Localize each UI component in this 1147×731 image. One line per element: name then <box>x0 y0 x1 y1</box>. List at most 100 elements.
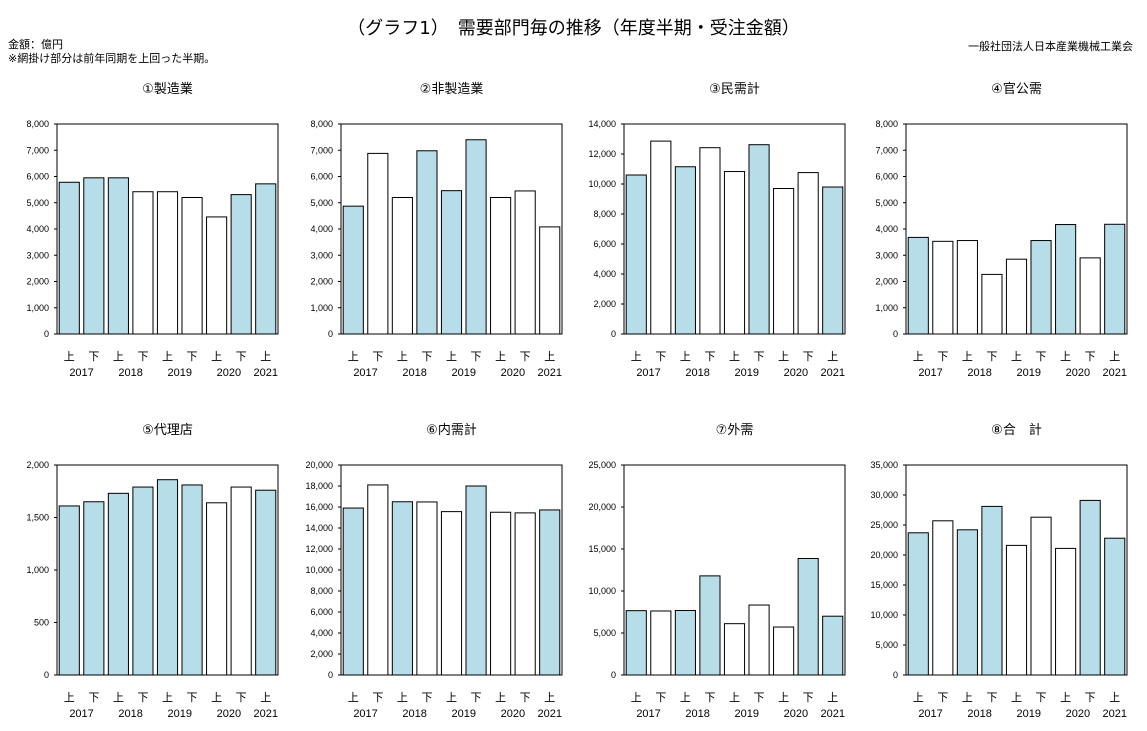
y-tick-label: 0 <box>328 670 333 680</box>
bar <box>255 183 277 335</box>
bar <box>1005 544 1028 676</box>
y-tick-label: 2,000 <box>310 277 333 287</box>
y-tick-label: 1,000 <box>310 303 333 313</box>
y-tick-label: 10,000 <box>588 179 616 189</box>
y-tick-label: 15,000 <box>588 544 616 554</box>
chart-title: ③民需計 <box>709 81 760 97</box>
bar <box>625 610 647 676</box>
y-tick-label: 18,000 <box>305 481 333 491</box>
bar <box>674 166 696 335</box>
x-tick-label: 下 <box>1036 350 1047 363</box>
y-tick-label: 14,000 <box>305 523 333 533</box>
x-tick-label: 上 <box>1011 350 1022 363</box>
x-tick-label: 上 <box>1060 350 1071 363</box>
x-tick-label: 上 <box>64 691 75 704</box>
x-tick-label: 下 <box>655 350 666 363</box>
x-tick-label: 上 <box>729 691 740 704</box>
y-tick-label: 5,000 <box>310 198 333 208</box>
x-tick-label: 下 <box>754 350 765 363</box>
year-label: 2020 <box>217 708 241 720</box>
y-tick-label: 5,000 <box>875 198 898 208</box>
y-tick-label: 5,000 <box>875 640 898 650</box>
y-tick-label: 5,000 <box>593 628 616 638</box>
x-tick-label: 下 <box>187 350 198 363</box>
y-tick-label: 35,000 <box>870 460 898 470</box>
year-label: 2017 <box>918 367 942 379</box>
year-label: 2019 <box>168 708 192 720</box>
bar <box>625 174 647 335</box>
year-label: 2019 <box>735 367 759 379</box>
x-tick-label: 下 <box>137 691 148 704</box>
x-tick-label: 上 <box>113 691 124 704</box>
year-label: 2020 <box>1066 708 1090 720</box>
y-tick-label: 2,000 <box>26 277 49 287</box>
year-label: 2018 <box>118 367 142 379</box>
chart-panel-3: ③民需計 0 2,000 4,000 6,000 8,000 10,000 12,000 14,… <box>567 72 846 379</box>
bar <box>206 216 228 335</box>
year-label: 2021 <box>1102 367 1126 379</box>
bar <box>907 236 929 335</box>
organization-name: 一般社団法人日本産業機械工業会 <box>968 40 1133 53</box>
y-tick-label: 4,000 <box>875 224 898 234</box>
year-label: 2021 <box>537 367 561 379</box>
bar <box>956 240 978 335</box>
bar <box>83 501 105 676</box>
x-tick-label: 下 <box>421 350 432 363</box>
chart-title: ①製造業 <box>142 81 193 97</box>
chart-title: ⑧合 計 <box>991 422 1042 438</box>
chart-svg-1: ①製造業 0 1,000 2,000 3,000 4,000 5,000 6,000 7,000… <box>26 81 279 379</box>
x-tick-label: 上 <box>1011 691 1022 704</box>
bar <box>1055 547 1077 676</box>
bar <box>156 191 179 335</box>
x-tick-label: 上 <box>827 350 838 363</box>
year-label: 2018 <box>967 708 991 720</box>
y-tick-label: 7,000 <box>875 145 898 155</box>
chart-title: ⑦外需 <box>716 423 754 438</box>
y-tick-label: 7,000 <box>26 145 49 155</box>
chart-panel-8: ⑧合 計 0 5,000 10,000 15,000 20,000 25,000 30,000… <box>849 413 1128 720</box>
x-tick-label: 下 <box>471 691 482 704</box>
y-tick-label: 3,000 <box>310 250 333 260</box>
bar <box>342 205 364 335</box>
bar <box>181 484 203 676</box>
y-tick-label: 6,000 <box>593 239 616 249</box>
bar <box>699 147 721 335</box>
year-label: 2021 <box>1102 708 1126 720</box>
x-tick-label: 上 <box>913 691 924 704</box>
bar <box>723 623 746 676</box>
x-tick-label: 上 <box>962 691 973 704</box>
x-tick-label: 下 <box>187 691 198 704</box>
x-tick-label: 上 <box>113 350 124 363</box>
bar <box>83 177 105 335</box>
y-tick-label: 8,000 <box>875 119 898 129</box>
x-tick-label: 下 <box>986 691 997 704</box>
y-tick-label: 25,000 <box>870 520 898 530</box>
bar <box>797 557 819 676</box>
year-label: 2019 <box>452 708 476 720</box>
y-tick-label: 0 <box>893 670 898 680</box>
x-tick-label: 下 <box>471 350 482 363</box>
x-tick-label: 上 <box>631 691 642 704</box>
y-tick-label: 12,000 <box>305 544 333 554</box>
bar <box>822 615 844 676</box>
bar <box>58 181 80 335</box>
bar <box>514 190 536 335</box>
bar <box>230 486 252 676</box>
y-tick-label: 8,000 <box>26 119 49 129</box>
y-tick-label: 0 <box>893 329 898 339</box>
x-tick-label: 下 <box>372 350 383 363</box>
bar <box>932 520 954 676</box>
year-label: 2018 <box>402 708 426 720</box>
x-tick-label: 上 <box>631 350 642 363</box>
x-tick-label: 上 <box>680 691 691 704</box>
chart-title: ⑤代理店 <box>142 423 193 438</box>
year-label: 2018 <box>967 367 991 379</box>
year-label: 2017 <box>918 708 942 720</box>
bar <box>907 532 929 676</box>
chart-svg-3: ③民需計 0 2,000 4,000 6,000 8,000 10,000 12,000 14,… <box>588 81 846 379</box>
bar <box>490 511 512 676</box>
y-tick-label: 1,000 <box>26 565 49 575</box>
bar <box>367 152 389 335</box>
bar <box>1055 224 1077 335</box>
y-tick-label: 2,000 <box>593 299 616 309</box>
